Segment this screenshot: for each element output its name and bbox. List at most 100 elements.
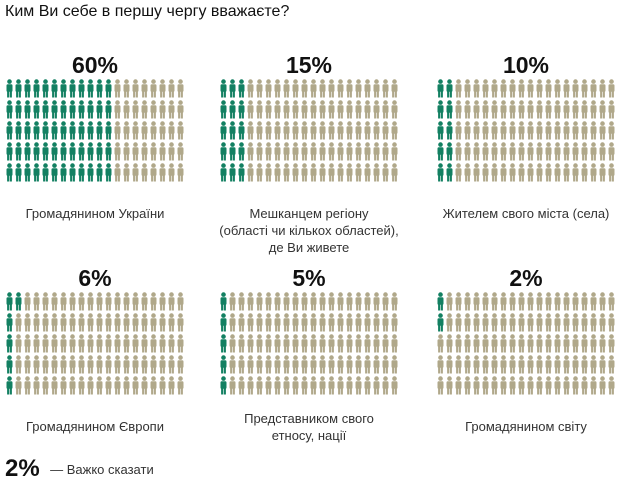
person-icon — [24, 292, 31, 311]
person-icon — [33, 313, 40, 332]
person-icon — [229, 100, 236, 119]
person-icon — [310, 163, 317, 182]
person-icon — [256, 100, 263, 119]
caption-line: Мешканцем регіону — [249, 206, 369, 221]
person-icon — [581, 334, 588, 353]
person-icon — [42, 100, 49, 119]
person-icon — [123, 313, 130, 332]
person-icon — [500, 100, 507, 119]
person-icon — [159, 142, 166, 161]
person-icon — [518, 313, 525, 332]
person-icon — [310, 142, 317, 161]
person-icon — [238, 334, 245, 353]
person-icon — [60, 334, 67, 353]
person-icon — [554, 292, 561, 311]
person-icon — [301, 355, 308, 374]
person-icon — [355, 334, 362, 353]
person-icon — [590, 355, 597, 374]
person-icon — [563, 313, 570, 332]
person-icon — [51, 376, 58, 395]
person-icon — [229, 313, 236, 332]
person-icon — [123, 334, 130, 353]
person-icon — [599, 142, 606, 161]
person-icon — [177, 376, 184, 395]
person-icon — [391, 79, 398, 98]
person-icon — [337, 100, 344, 119]
person-icon — [319, 313, 326, 332]
person-icon — [51, 121, 58, 140]
chart-title: Ким Ви себе в першу чергу вважаєте? — [5, 3, 290, 20]
person-icon — [373, 355, 380, 374]
person-icon — [42, 163, 49, 182]
person-icon — [536, 334, 543, 353]
person-icon — [545, 355, 552, 374]
person-icon — [328, 100, 335, 119]
person-icon — [509, 334, 516, 353]
person-icon — [96, 163, 103, 182]
person-icon — [346, 292, 353, 311]
person-icon — [608, 100, 615, 119]
person-icon — [572, 121, 579, 140]
person-icon — [274, 313, 281, 332]
person-icon — [220, 376, 227, 395]
person-icon — [42, 292, 49, 311]
person-icon — [87, 121, 94, 140]
person-icon — [150, 142, 157, 161]
footer-percentage: 2% — [5, 455, 40, 482]
person-icon — [238, 100, 245, 119]
person-icon — [509, 376, 516, 395]
category-caption: Мешканцем регіону (області чи кількох обл… — [199, 205, 419, 256]
person-icon — [168, 292, 175, 311]
person-icon — [391, 100, 398, 119]
person-icon — [132, 79, 139, 98]
person-icon — [292, 292, 299, 311]
person-icon — [168, 79, 175, 98]
person-icon — [274, 334, 281, 353]
person-icon — [554, 313, 561, 332]
person-icon — [256, 376, 263, 395]
person-icon — [464, 79, 471, 98]
person-icon — [265, 313, 272, 332]
person-icon — [283, 100, 290, 119]
person-icon — [373, 163, 380, 182]
person-icon — [455, 313, 462, 332]
percentage-label: 2% — [509, 265, 543, 291]
person-icon — [69, 313, 76, 332]
person-icon — [310, 334, 317, 353]
person-icon — [301, 79, 308, 98]
person-icon — [364, 163, 371, 182]
person-icon — [364, 355, 371, 374]
person-icon — [141, 355, 148, 374]
category-caption: Громадянином України — [0, 205, 205, 222]
person-icon — [292, 313, 299, 332]
person-icon — [141, 292, 148, 311]
person-icon — [238, 163, 245, 182]
person-icon — [373, 334, 380, 353]
person-icon — [608, 376, 615, 395]
person-icon — [292, 100, 299, 119]
person-icon — [563, 355, 570, 374]
person-icon — [554, 100, 561, 119]
person-icon — [123, 292, 130, 311]
person-icon — [599, 292, 606, 311]
person-icon — [572, 79, 579, 98]
person-icon — [563, 163, 570, 182]
person-icon — [473, 376, 480, 395]
person-icon — [545, 163, 552, 182]
person-icon — [500, 334, 507, 353]
person-icon — [581, 355, 588, 374]
person-icon — [141, 121, 148, 140]
person-icon — [355, 163, 362, 182]
person-icon — [87, 292, 94, 311]
person-icon — [132, 163, 139, 182]
person-icon — [437, 355, 444, 374]
person-icon — [283, 142, 290, 161]
person-icon — [482, 292, 489, 311]
person-icon — [78, 100, 85, 119]
person-icon — [545, 376, 552, 395]
person-icon — [78, 376, 85, 395]
person-icon — [346, 142, 353, 161]
person-icon — [518, 355, 525, 374]
person-icon — [220, 163, 227, 182]
person-icon — [292, 376, 299, 395]
